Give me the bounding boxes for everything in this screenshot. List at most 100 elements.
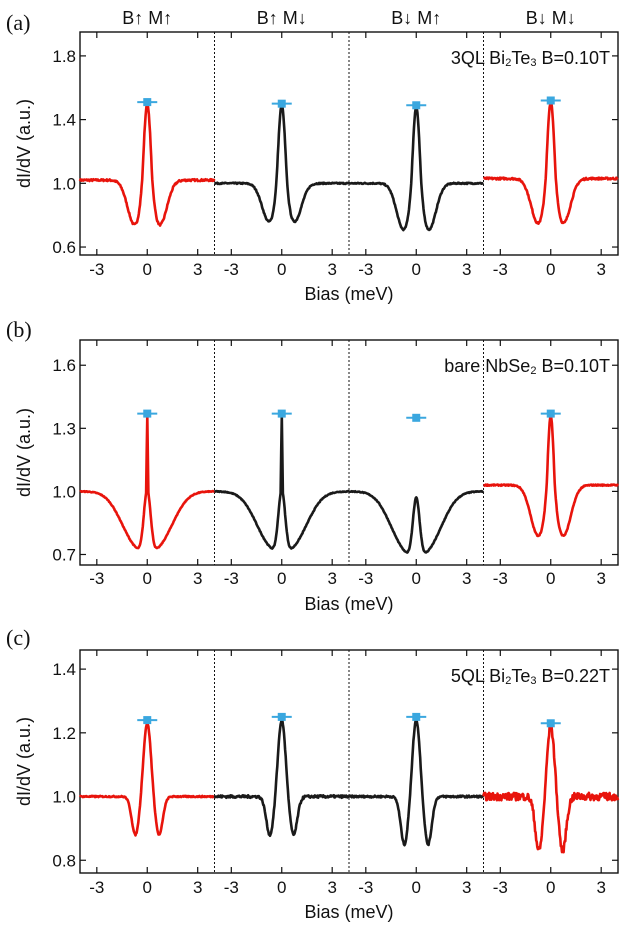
series-line xyxy=(215,416,350,549)
panel-annotation: bare NbSe2 B=0.10T xyxy=(444,356,610,377)
peak-marker xyxy=(547,410,555,418)
y-axis-label: dI/dV (a.u.) xyxy=(14,408,34,497)
y-tick-label: 0.8 xyxy=(52,851,76,870)
y-tick-label: 1.0 xyxy=(52,482,76,501)
series-line xyxy=(349,720,484,845)
x-tick-label: -3 xyxy=(224,878,239,897)
peak-marker xyxy=(412,101,420,109)
annotation-text: 5QL Bi xyxy=(451,666,505,686)
series-line xyxy=(484,724,619,852)
annotation-text: B=0.22T xyxy=(536,666,610,686)
x-tick-label: 3 xyxy=(327,569,336,588)
x-tick-label: -3 xyxy=(493,569,508,588)
peak-marker xyxy=(547,719,555,727)
peak-marker xyxy=(143,410,151,418)
series-line xyxy=(215,719,350,836)
x-tick-label: 0 xyxy=(412,569,421,588)
annotation-text: 3QL Bi xyxy=(451,48,505,68)
column-header: B↑ M↓ xyxy=(257,8,307,28)
peak-marker xyxy=(412,713,420,721)
x-tick-label: -3 xyxy=(89,260,104,279)
x-axis-label: Bias (meV) xyxy=(304,902,393,922)
annotation-text: Te xyxy=(511,48,530,68)
panel-annotation: 5QL Bi2Te3 B=0.22T xyxy=(451,666,610,687)
peak-marker xyxy=(412,414,420,422)
x-tick-label: 3 xyxy=(596,260,605,279)
series-line xyxy=(484,102,619,223)
x-tick-label: 0 xyxy=(546,878,555,897)
peak-marker xyxy=(143,716,151,724)
y-tick-label: 1.2 xyxy=(52,724,76,743)
series-line xyxy=(484,415,619,536)
column-header: B↓ M↓ xyxy=(526,8,576,28)
x-tick-label: -3 xyxy=(358,569,373,588)
y-tick-label: 1.4 xyxy=(52,660,76,679)
peak-marker xyxy=(143,98,151,106)
y-axis-label: dI/dV (a.u.) xyxy=(14,99,34,188)
x-tick-label: 3 xyxy=(596,878,605,897)
peak-marker xyxy=(278,100,286,108)
x-tick-label: 0 xyxy=(143,260,152,279)
x-tick-label: -3 xyxy=(224,569,239,588)
column-header: B↑ M↑ xyxy=(122,8,172,28)
x-tick-label: 0 xyxy=(143,878,152,897)
panel-c: (c) 0.8 1.0 1.2 1.4 dI/dV (a.u.) -3 0 3 -3 0 3 -3 0 3 -… xyxy=(6,625,618,922)
x-tick-label: -3 xyxy=(493,260,508,279)
annotation-text: B=0.10T xyxy=(536,48,610,68)
panel-label: (b) xyxy=(6,317,32,342)
y-tick-label: 1.0 xyxy=(52,788,76,807)
series-line xyxy=(80,723,215,836)
panel-a: (a) 0.6 1.0 1.4 1.8 dI/dV (a.u.) -3 0 3 -3 0 3 -3 0 3 -… xyxy=(6,10,618,304)
x-tick-label: 3 xyxy=(596,569,605,588)
peak-marker xyxy=(278,410,286,418)
y-tick-label: 1.8 xyxy=(52,47,76,66)
panel-b: (b) 0.7 1.0 1.3 1.6 dI/dV (a.u.) -3 0 3 -3 0 3 -3 0 3 -… xyxy=(6,317,618,614)
x-tick-label: 0 xyxy=(412,878,421,897)
x-tick-label: 3 xyxy=(193,878,202,897)
x-tick-label: 3 xyxy=(193,260,202,279)
series-line xyxy=(349,491,484,552)
series-line xyxy=(80,103,215,225)
x-tick-label: 0 xyxy=(277,260,286,279)
x-tick-label: 0 xyxy=(412,260,421,279)
peak-marker xyxy=(547,96,555,104)
peak-marker xyxy=(278,713,286,721)
x-tick-label: 3 xyxy=(462,569,471,588)
x-tick-label: -3 xyxy=(493,878,508,897)
series-line xyxy=(215,106,350,222)
x-tick-label: 0 xyxy=(143,569,152,588)
series-line xyxy=(349,107,484,230)
y-tick-label: 1.0 xyxy=(52,174,76,193)
x-tick-label: 3 xyxy=(462,260,471,279)
y-tick-label: 1.6 xyxy=(52,356,76,375)
x-axis-label: Bias (meV) xyxy=(304,594,393,614)
y-tick-label: 0.6 xyxy=(52,238,76,257)
y-tick-label: 0.7 xyxy=(52,545,76,564)
panel-label: (a) xyxy=(6,10,30,35)
x-tick-label: 3 xyxy=(193,569,202,588)
x-tick-label: 3 xyxy=(327,878,336,897)
annotation-text: Te xyxy=(511,666,530,686)
panel-label: (c) xyxy=(6,625,30,650)
x-tick-label: -3 xyxy=(358,878,373,897)
x-tick-label: -3 xyxy=(89,878,104,897)
x-tick-label: 3 xyxy=(462,878,471,897)
panel-annotation: 3QL Bi2Te3 B=0.10T xyxy=(451,48,610,69)
x-tick-label: 3 xyxy=(327,260,336,279)
x-axis-label: Bias (meV) xyxy=(304,284,393,304)
x-tick-label: -3 xyxy=(358,260,373,279)
x-tick-label: 0 xyxy=(546,260,555,279)
y-axis-label: dI/dV (a.u.) xyxy=(14,717,34,806)
x-tick-label: -3 xyxy=(224,260,239,279)
x-tick-label: -3 xyxy=(89,569,104,588)
x-tick-label: 0 xyxy=(277,878,286,897)
x-tick-label: 0 xyxy=(546,569,555,588)
annotation-text: B=0.10T xyxy=(536,356,610,376)
y-tick-label: 1.4 xyxy=(52,111,76,130)
x-tick-label: 0 xyxy=(277,569,286,588)
series-line xyxy=(80,416,215,548)
y-tick-label: 1.3 xyxy=(52,419,76,438)
column-header: B↓ M↑ xyxy=(391,8,441,28)
annotation-text: bare NbSe xyxy=(444,356,530,376)
